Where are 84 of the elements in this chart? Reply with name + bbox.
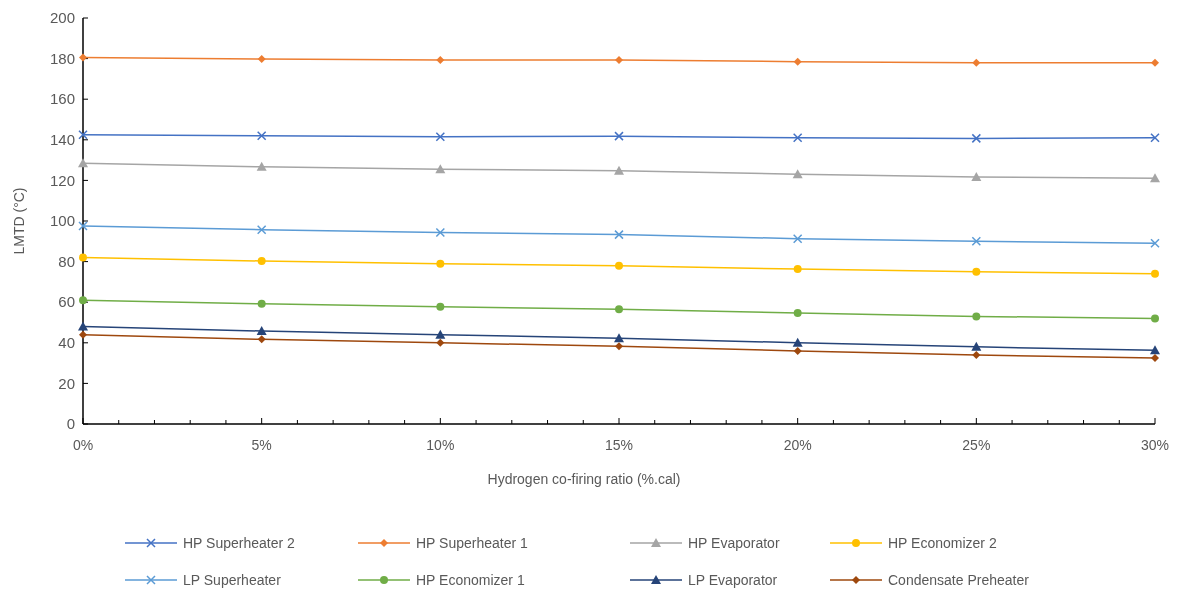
point — [614, 333, 624, 343]
point — [256, 224, 267, 235]
point — [615, 56, 623, 65]
point — [79, 253, 87, 262]
point — [257, 256, 266, 265]
point — [972, 267, 981, 276]
x-tick-label: 5% — [251, 437, 272, 453]
x-tick-label: 0% — [72, 437, 94, 453]
point — [972, 58, 981, 67]
point — [78, 158, 88, 168]
point — [792, 133, 803, 143]
legend-label: HP Evaporator — [688, 534, 780, 551]
point — [78, 129, 88, 140]
point — [78, 221, 88, 231]
point — [792, 169, 803, 179]
point — [436, 338, 445, 347]
point — [79, 53, 87, 62]
point — [436, 259, 445, 268]
point — [1150, 238, 1160, 249]
point — [615, 261, 623, 270]
point — [436, 302, 445, 311]
point — [435, 132, 446, 142]
y-tick-label: 200 — [49, 9, 75, 27]
y-tick-label: 60 — [58, 293, 75, 311]
point — [614, 165, 624, 175]
point — [256, 161, 267, 171]
point — [435, 329, 446, 339]
y-tick-label: 100 — [49, 212, 75, 230]
point — [436, 56, 445, 65]
point — [971, 171, 982, 181]
y-tick-label: 20 — [58, 374, 75, 392]
legend-label: HP Superheater 2 — [183, 534, 296, 551]
point — [1150, 133, 1160, 143]
point — [256, 130, 267, 141]
y-axis-title: LMTD (°C) — [11, 187, 27, 255]
legend-label: HP Economizer 2 — [888, 534, 997, 551]
point — [256, 326, 267, 336]
point — [793, 57, 802, 66]
x-tick-label: 15% — [604, 437, 634, 453]
y-tick-label: 0 — [66, 415, 75, 433]
point — [257, 335, 266, 344]
point — [1151, 269, 1159, 278]
y-tick-label: 120 — [49, 171, 75, 189]
point — [1150, 345, 1160, 355]
point — [614, 229, 624, 240]
x-tick-label: 10% — [426, 437, 455, 453]
y-tick-label: 40 — [58, 334, 75, 352]
x-axis-title: Hydrogen co-firing ratio (%.cal) — [487, 471, 681, 487]
point — [971, 236, 982, 247]
point — [793, 308, 802, 317]
point — [972, 312, 981, 321]
legend-label: HP Economizer 1 — [416, 571, 525, 588]
point — [615, 305, 623, 314]
y-tick-label: 180 — [49, 49, 75, 67]
legend-label: HP Superheater 1 — [416, 534, 529, 551]
point — [79, 330, 87, 339]
point — [1151, 58, 1159, 67]
y-tick-label: 160 — [49, 90, 75, 108]
point — [79, 296, 87, 305]
point — [257, 55, 266, 64]
point — [793, 265, 802, 274]
point — [792, 233, 803, 244]
y-tick-label: 140 — [49, 131, 75, 149]
x-tick-label: 20% — [783, 437, 812, 453]
point — [793, 346, 802, 355]
x-tick-label: 30% — [1140, 437, 1170, 453]
point — [78, 321, 88, 331]
point — [435, 164, 446, 174]
legend-label: LP Superheater — [183, 571, 282, 588]
point — [435, 227, 446, 238]
legend-label: LP Evaporator — [688, 571, 778, 588]
legend-label: Condensate Preheater — [888, 571, 1030, 588]
point — [1151, 354, 1159, 363]
point — [971, 341, 982, 351]
x-tick-label: 25% — [962, 437, 991, 453]
point — [614, 131, 624, 141]
point — [257, 299, 266, 308]
y-tick-label: 80 — [58, 252, 75, 270]
point — [1151, 314, 1159, 323]
point — [972, 350, 981, 359]
point — [792, 337, 803, 347]
point — [615, 342, 623, 351]
point — [971, 133, 982, 144]
point — [1150, 173, 1160, 183]
